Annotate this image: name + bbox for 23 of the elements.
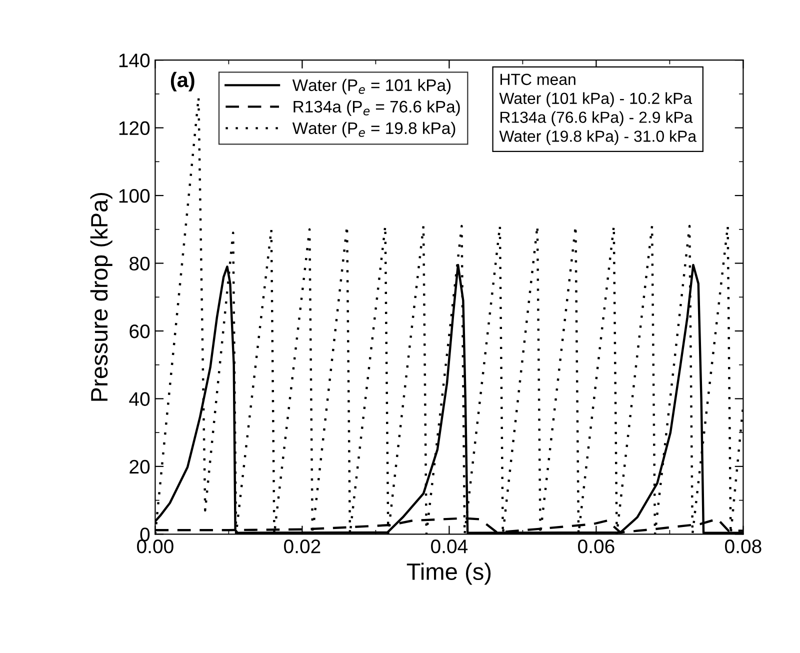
y-tick-label: 80 — [130, 256, 150, 270]
legend-label: Water (P$_{e}$ = 101 kPa) — [292, 78, 451, 94]
y-axis-title: Pressure drop (kPa) — [90, 192, 112, 401]
y-tick-label: 40 — [129, 392, 150, 406]
y-tick-label: 120 — [119, 121, 150, 136]
x-tick-label: 0.06 — [578, 540, 614, 554]
y-tick-label: 140 — [119, 54, 150, 68]
x-axis-title: Time (s) — [406, 562, 491, 585]
y-tick-label: 20 — [130, 460, 150, 474]
annotation: HTC mean — [500, 74, 576, 86]
x-tick-label: 0.04 — [431, 540, 468, 554]
x-tick-label: 0.00 — [137, 540, 174, 554]
legend-label: R134a (P$_{e}$ = 76.6 kPa) — [294, 100, 460, 116]
y-tick-label: 100 — [119, 188, 150, 203]
x-tick-label: 0.08 — [725, 540, 762, 554]
annotation: (a) — [170, 72, 194, 92]
y-tick-label: 60 — [130, 324, 150, 338]
annotation: Water (19.8 kPa) - 31.0 kPa — [499, 130, 697, 146]
y-tick-label: 0 — [140, 528, 150, 542]
x-tick-label: 0.02 — [284, 540, 320, 554]
annotation: R134a (76.6 kPa) - 2.9 kPa — [500, 111, 693, 126]
annotation: Water (101 kPa) - 10.2 kPa — [499, 92, 692, 108]
legend-label: Water (P$_{e}$ = 19.8 kPa) — [292, 122, 456, 138]
